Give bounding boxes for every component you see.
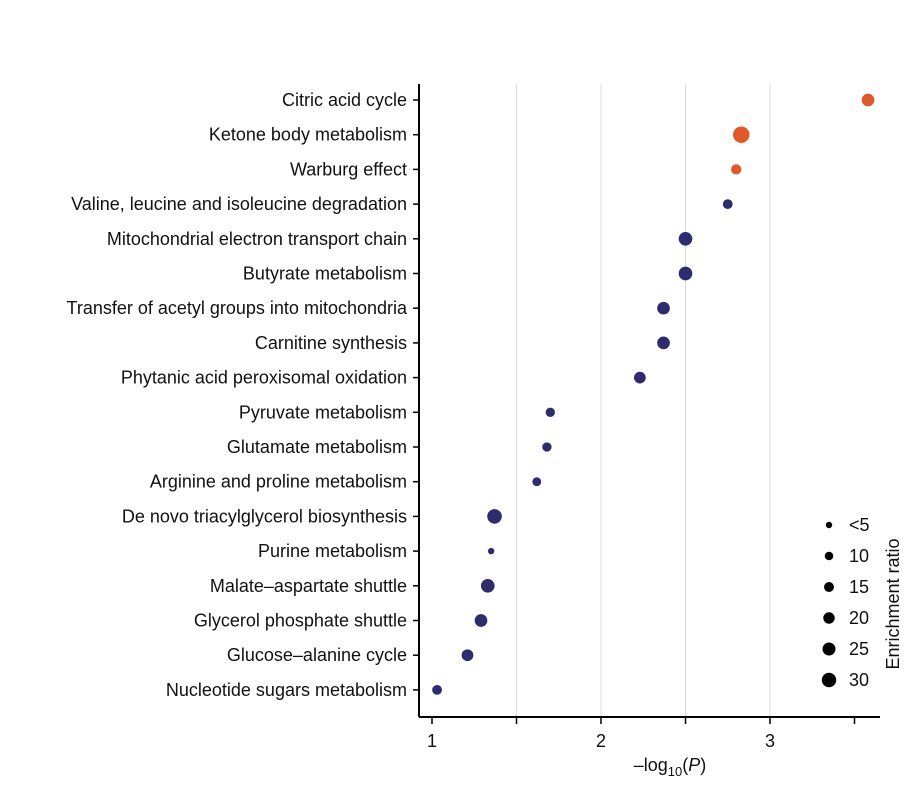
data-point (545, 407, 555, 417)
category-label: Citric acid cycle (282, 90, 407, 110)
size-legend-marker (824, 582, 834, 592)
size-legend-label: 10 (849, 546, 869, 566)
data-point (678, 231, 693, 246)
x-axis-title: –log10(P) (634, 755, 707, 779)
x-axis-ticks: 1 2 3 (427, 717, 856, 751)
category-label: De novo triacylglycerol biosynthesis (122, 506, 407, 526)
category-label: Phytanic acid peroxisomal oxidation (121, 368, 407, 388)
category-label: Valine, leucine and isoleucine degradati… (71, 194, 407, 214)
x-tick-label: 2 (596, 731, 606, 751)
data-point (731, 164, 742, 175)
data-point (634, 371, 646, 384)
data-point (722, 199, 733, 210)
axes (418, 84, 880, 718)
data-point (733, 126, 750, 143)
category-label: Purine metabolism (258, 541, 407, 561)
data-point (461, 649, 474, 662)
size-legend-title: Enrichment ratio (883, 538, 903, 669)
category-label: Glutamate metabolism (227, 437, 407, 457)
category-label: Transfer of acetyl groups into mitochond… (67, 298, 408, 318)
size-legend: Enrichment ratio <5 10 15 20 25 30 (821, 515, 903, 690)
category-label: Malate–aspartate shuttle (210, 576, 407, 596)
category-label: Arginine and proline metabolism (150, 472, 407, 492)
data-point (480, 578, 495, 593)
data-point (532, 477, 542, 487)
category-label: Glucose–alanine cycle (227, 645, 407, 665)
size-legend-marker (822, 642, 836, 656)
data-point (432, 685, 442, 695)
size-legend-label: <5 (849, 515, 870, 535)
size-legend-marker (824, 551, 834, 561)
data-point (657, 336, 670, 350)
data-point (861, 93, 875, 107)
x-axis-title-open-paren: ( (682, 755, 688, 775)
data-point (487, 547, 495, 555)
size-legend-label: 20 (849, 608, 869, 628)
data-point (678, 266, 693, 281)
category-label: Glycerol phosphate shuttle (194, 611, 407, 631)
category-label: Carnitine synthesis (255, 333, 407, 353)
x-axis-title-close-paren: ) (700, 755, 706, 775)
data-point (474, 614, 488, 627)
size-legend-label: 30 (849, 670, 869, 690)
y-axis-ticks (413, 99, 419, 691)
size-legend-marker (823, 612, 835, 624)
data-point (542, 442, 552, 452)
category-label: Pyruvate metabolism (239, 402, 407, 422)
grid-lines (516, 84, 771, 717)
category-label: Mitochondrial electron transport chain (107, 229, 407, 249)
x-axis-title-italic: P (688, 755, 700, 775)
x-tick-label: 3 (765, 731, 775, 751)
x-axis-title-prefix: –log (634, 755, 668, 775)
size-legend-marker (821, 672, 837, 688)
category-label: Butyrate metabolism (243, 264, 407, 284)
x-tick-label: 1 (427, 731, 437, 751)
size-legend-label: 25 (849, 639, 869, 659)
data-points (432, 93, 875, 695)
x-axis-title-subscript: 10 (668, 764, 682, 779)
category-label: Ketone body metabolism (209, 125, 407, 145)
size-legend-marker (825, 521, 833, 529)
category-labels: Citric acid cycle Ketone body metabolism W… (67, 90, 408, 700)
size-legend-label: 15 (849, 577, 869, 597)
category-label: Nucleotide sugars metabolism (166, 680, 407, 700)
data-point (657, 301, 670, 315)
category-label: Warburg effect (290, 159, 407, 179)
data-point (487, 509, 502, 524)
